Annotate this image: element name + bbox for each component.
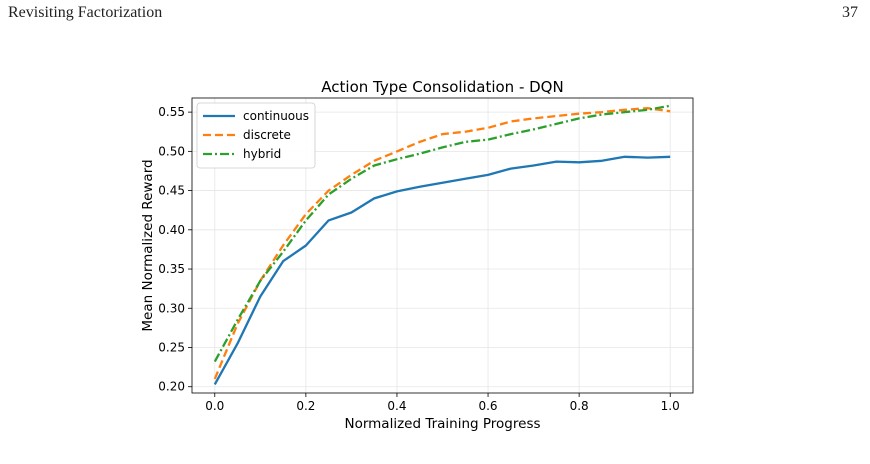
- x-tick-label: 0.4: [387, 399, 406, 413]
- running-head: Revisiting Factorization: [8, 4, 163, 21]
- legend: continuous discrete hybrid: [196, 102, 316, 169]
- x-tick-label: 0.6: [478, 399, 497, 413]
- y-tick-label: 0.35: [158, 262, 185, 276]
- axis-ticks: 0.0 0.2 0.4 0.6 0.8 1.0 0.20 0.25 0.30 0.35 0.40 0.…: [158, 105, 679, 413]
- x-tick-label: 1.0: [661, 399, 680, 413]
- y-tick-label: 0.20: [158, 380, 185, 394]
- series-line-hybrid: [213, 104, 671, 363]
- y-tick-label: 0.55: [158, 105, 185, 119]
- x-tick-label: 0.8: [570, 399, 589, 413]
- series-lines: [213, 104, 671, 385]
- y-tick-label: 0.50: [158, 144, 185, 158]
- series-line-discrete: [213, 107, 671, 380]
- legend-label-hybrid: hybrid: [243, 147, 281, 161]
- y-tick-label: 0.30: [158, 301, 185, 315]
- series-line-continuous: [213, 155, 671, 385]
- y-tick-label: 0.40: [158, 223, 185, 237]
- legend-label-continuous: continuous: [243, 109, 309, 123]
- y-axis-label: Mean Normalized Reward: [140, 159, 156, 331]
- legend-box: [196, 102, 316, 169]
- y-tick-label: 0.25: [158, 340, 185, 354]
- y-tick-label: 0.45: [158, 184, 185, 198]
- x-tick-label: 0.0: [205, 399, 224, 413]
- x-axis-label: Normalized Training Progress: [344, 416, 540, 432]
- x-tick-label: 0.2: [296, 399, 315, 413]
- chart-title: Action Type Consolidation - DQN: [321, 78, 563, 96]
- plot-frame: [191, 97, 694, 394]
- legend-label-discrete: discrete: [243, 128, 291, 142]
- page-number: 37: [842, 4, 858, 21]
